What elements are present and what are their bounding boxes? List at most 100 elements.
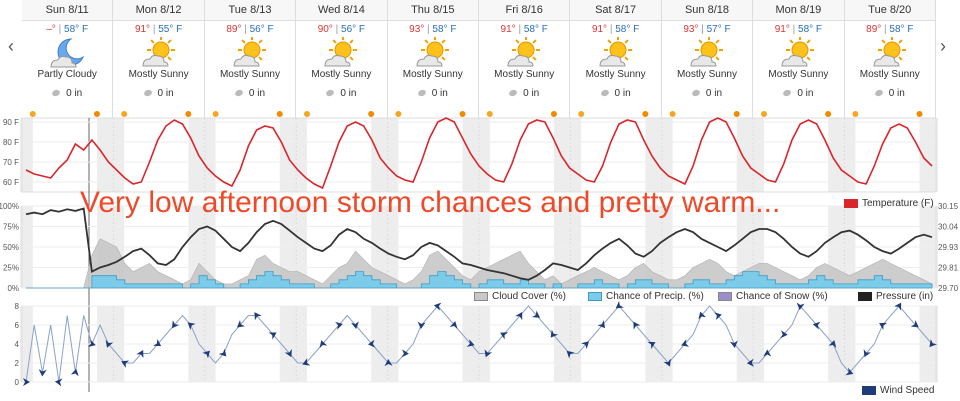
sunset-dot — [93, 111, 100, 117]
condition-label: Mostly Sunny — [768, 69, 829, 80]
precip-amount: 0 in — [479, 88, 569, 99]
wind-arrow-shape — [597, 320, 606, 329]
sunrise-dot — [29, 111, 36, 117]
low-temp: 58° F — [615, 24, 640, 35]
day-column[interactable]: Sun 8/11 –° | 58° F Partly Cloudy 0 in — [22, 0, 114, 118]
precip-amount: 0 in — [22, 88, 112, 99]
wind-arrow-shape — [187, 322, 196, 330]
wind-direction-arrow-icon — [845, 367, 854, 376]
y-tick-label: 90 F — [3, 118, 19, 127]
wind-arrow-shape — [121, 360, 130, 368]
condition-label: Mostly Sunny — [128, 69, 189, 80]
next-arrow-icon[interactable]: › — [940, 36, 946, 56]
legend-snow[interactable]: Chance of Snow (%) — [718, 291, 828, 302]
legend-wind[interactable]: Wind Speed — [862, 385, 934, 396]
legend-label: Cloud Cover (%) — [492, 291, 566, 302]
wind-arrow-shape — [153, 339, 162, 347]
night-band — [371, 118, 390, 192]
sunset-dot — [185, 111, 192, 117]
overlay-annotation: Very low afternoon storm chances and pre… — [80, 186, 781, 219]
wind-direction-arrow-icon — [929, 339, 937, 348]
day-label: Thu 8/15 — [387, 0, 478, 21]
sun-cloud-icon — [296, 37, 386, 69]
day-column[interactable]: Sat 8/17 91° | 58° F Mostly Sunny 0 in — [570, 0, 662, 118]
precip-value: 0 in — [66, 88, 83, 99]
wind-direction-arrow-icon — [70, 368, 79, 377]
day-column[interactable]: Mon 8/12 91° | 55° F Mostly Sunny 0 in — [113, 0, 205, 118]
day-column[interactable]: Fri 8/16 91° | 58° F Mostly Sunny 0 in — [479, 0, 571, 118]
day-label: Sun 8/18 — [661, 0, 753, 21]
night-band — [828, 118, 847, 192]
wind-arrow-shape — [319, 340, 328, 349]
day-label: Sat 8/17 — [570, 0, 661, 21]
wind-arrow-shape — [449, 321, 458, 329]
prev-arrow-icon[interactable]: ‹ — [8, 36, 14, 56]
low-temp: 58° F — [432, 24, 457, 35]
day-label: Mon 8/19 — [753, 0, 844, 21]
wind-direction-arrow-icon — [879, 322, 888, 330]
day-label: Tue 8/13 — [204, 0, 296, 21]
wind-arrow-shape — [780, 330, 788, 339]
y-tick-label: 50% — [3, 243, 19, 252]
precip-value: 0 in — [705, 88, 723, 99]
wind-direction-arrow-icon — [729, 340, 738, 348]
wind-arrow-shape — [531, 310, 541, 318]
y-tick-label: 80 F — [3, 138, 19, 147]
wind-arrow-shape — [910, 320, 919, 328]
legend-pressure[interactable]: Pressure (in) — [858, 291, 933, 302]
night-band — [279, 118, 299, 192]
legend-cloud-cover[interactable]: Cloud Cover (%) — [474, 291, 566, 302]
day-column[interactable]: Wed 8/14 90° | 56° F Mostly Sunny 0 in — [296, 0, 388, 118]
temp-separator: | — [789, 24, 799, 35]
wind-direction-arrow-icon — [171, 320, 180, 329]
day-column[interactable]: Tue 8/13 89° | 56° F Mostly Sunny 0 in — [204, 0, 297, 118]
wind-direction-arrow-icon — [202, 350, 210, 359]
y-tick-label: 75% — [3, 223, 19, 232]
wind-arrow-shape — [550, 329, 559, 338]
sunset-dot — [733, 111, 740, 117]
y-tick-label: 8 — [15, 302, 20, 311]
wind-arrow-shape — [879, 322, 888, 330]
legend-temperature[interactable]: Temperature (F) — [844, 198, 934, 209]
day-column[interactable]: Sun 8/18 93° | 57° F Mostly Sunny 0 in — [661, 0, 754, 118]
day-column[interactable]: Mon 8/19 91° | 58° F Mostly Sunny 0 in — [753, 0, 845, 118]
wind-arrow-shape — [433, 302, 442, 311]
temp-separator: | — [241, 24, 250, 35]
sunset-dot — [276, 111, 283, 117]
wind-direction-arrow-icon — [484, 349, 493, 358]
sunset-dot — [368, 111, 375, 117]
day-label: Wed 8/14 — [296, 0, 387, 21]
precip-value: 0 in — [888, 88, 905, 99]
low-temp: 56° F — [341, 24, 366, 35]
wind-arrow-shape — [254, 312, 262, 321]
low-temp: 57° F — [706, 24, 731, 35]
wind-arrow-shape — [500, 332, 509, 340]
wind-arrow-shape — [105, 339, 114, 348]
precip-amount: 0 in — [113, 88, 203, 99]
sunrise-dot — [760, 111, 767, 117]
y-tick-label: 0% — [7, 284, 19, 293]
sunset-dot — [550, 111, 557, 117]
wind-arrow-shape — [581, 341, 589, 349]
wind-direction-arrow-icon — [153, 339, 162, 347]
wind-arrow-shape — [663, 358, 671, 367]
night-band — [96, 118, 116, 192]
legend-precip[interactable]: Chance of Precip. (%) — [588, 291, 704, 302]
wind-arrow-shape — [23, 378, 30, 386]
legend-swatch — [862, 386, 876, 395]
high-temp: 90° — [317, 24, 333, 35]
condition-label: Mostly Sunny — [676, 69, 737, 80]
wind-direction-arrow-icon — [268, 332, 277, 340]
day-column[interactable]: Tue 8/20 89° | 58° F Mostly Sunny 0 in — [844, 0, 936, 118]
day-column[interactable]: Thu 8/15 93° | 58° F Mostly Sunny 0 in — [387, 0, 479, 118]
wind-arrow-shape — [351, 321, 359, 329]
day-temps: 93° | 58° F — [388, 24, 478, 35]
wind-direction-arrow-icon — [105, 339, 114, 348]
y-tick-label-right: 30.15 — [938, 202, 959, 211]
condition-label: Mostly Sunny — [585, 69, 646, 80]
precip-value: 0 in — [340, 88, 357, 99]
wind-direction-arrow-icon — [746, 358, 755, 367]
wind-arrow-shape — [863, 349, 871, 358]
sunrise-dot — [121, 111, 128, 117]
wind-direction-arrow-icon — [812, 321, 821, 330]
